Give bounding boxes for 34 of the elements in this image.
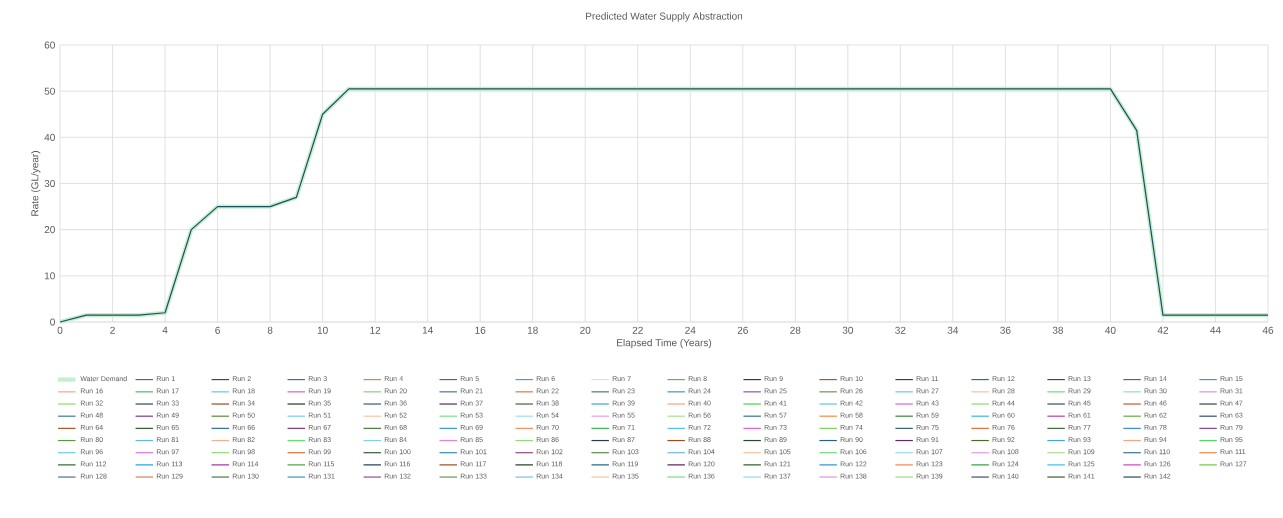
x-tick-label: 34 — [947, 326, 959, 334]
x-tick-label: 26 — [737, 326, 748, 334]
x-tick-label: 40 — [1105, 326, 1116, 334]
x-tick-label: 0 — [57, 326, 63, 334]
x-tick-label: 32 — [895, 326, 906, 334]
x-tick-label: 2 — [110, 326, 115, 334]
x-tick-label: 22 — [632, 326, 643, 334]
y-tick-label: 20 — [44, 226, 55, 234]
x-tick-label: 14 — [422, 326, 433, 334]
x-tick-label: 38 — [1052, 326, 1064, 334]
y-axis-title: Rate (GL/year) — [31, 151, 41, 216]
x-tick-label: 4 — [162, 326, 168, 334]
x-tick-label: 8 — [267, 326, 273, 334]
x-tick-label: 30 — [842, 326, 853, 334]
chart-title: Predicted Water Supply Abstraction — [586, 12, 743, 22]
y-tick-label: 10 — [44, 272, 55, 280]
y-tick-label: 30 — [44, 179, 55, 188]
x-tick-label: 6 — [215, 326, 220, 334]
x-tick-label: 42 — [1157, 326, 1168, 334]
y-tick-label: 50 — [44, 87, 55, 95]
x-tick-label: 28 — [790, 326, 801, 334]
x-tick-label: 20 — [580, 326, 591, 334]
y-tick-label: 40 — [44, 133, 55, 141]
x-tick-label: 16 — [475, 326, 486, 334]
x-axis-title: Elapsed Time (Years) — [617, 338, 712, 349]
x-tick-label: 10 — [317, 326, 328, 334]
x-tick-label: 18 — [527, 326, 538, 334]
y-tick-label: 60 — [44, 41, 55, 49]
x-tick-label: 46 — [1262, 326, 1274, 334]
x-tick-label: 12 — [370, 326, 381, 334]
x-tick-label: 44 — [1210, 326, 1221, 334]
x-tick-label: 24 — [685, 326, 696, 334]
x-tick-label: 36 — [1000, 326, 1011, 334]
y-tick-label: 0 — [50, 318, 55, 326]
